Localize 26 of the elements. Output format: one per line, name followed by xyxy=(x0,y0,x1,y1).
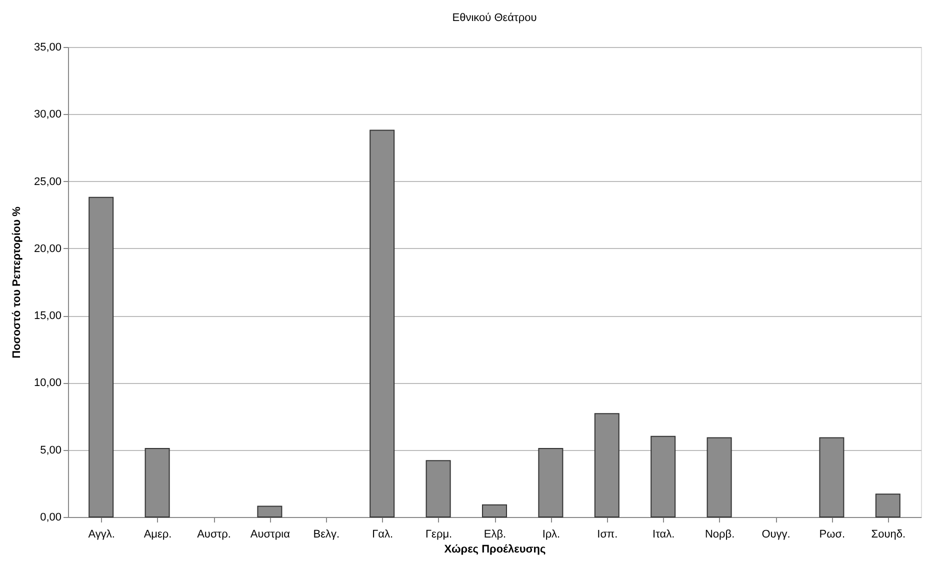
x-tick-label: Αυστρ. xyxy=(197,528,231,540)
x-axis-title: Χώρες Προέλευσης xyxy=(444,544,546,556)
chart-title: Εθνικού Θεάτρου xyxy=(452,12,537,24)
x-tick-label: Αμερ. xyxy=(144,528,172,540)
x-tick-label: Γερμ. xyxy=(425,528,452,540)
y-tick-label: 15,00 xyxy=(34,310,62,322)
x-tick-label: Βελγ. xyxy=(313,528,340,540)
y-tick-label: 35,00 xyxy=(34,42,62,54)
x-tick-label: Αγγλ. xyxy=(88,528,115,540)
y-tick-label: 5,00 xyxy=(40,444,62,456)
x-tick-label: Ιρλ. xyxy=(542,528,560,540)
y-tick-label: 20,00 xyxy=(34,242,62,255)
x-tick-label: Ελβ. xyxy=(484,528,506,540)
x-tick-label: Ρωσ. xyxy=(819,528,846,540)
x-tick-label: Νορβ. xyxy=(704,528,735,540)
y-tick-label: 30,00 xyxy=(34,108,62,121)
x-tick-label: Σουηδ. xyxy=(871,528,906,540)
y-tick-label: 0,00 xyxy=(40,512,62,524)
y-tick-label: 25,00 xyxy=(34,176,62,188)
x-tick-label: Ισπ. xyxy=(597,528,618,540)
x-tick-label: Ιταλ. xyxy=(652,528,675,540)
x-tick-label: Αυστρια xyxy=(250,528,291,540)
x-tick-label: Ουγγ. xyxy=(762,528,790,540)
y-tick-label: 10,00 xyxy=(34,377,62,390)
y-axis-title: Ποσοστό του Ρεπερτορίου % xyxy=(10,206,23,358)
x-tick-label: Γαλ. xyxy=(372,528,394,540)
